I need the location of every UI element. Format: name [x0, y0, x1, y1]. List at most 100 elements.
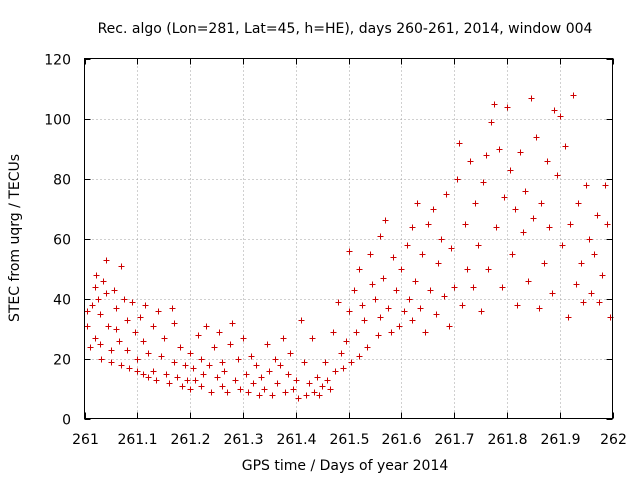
data-point: [478, 308, 485, 315]
data-point: [546, 224, 553, 231]
data-point: [443, 191, 450, 198]
data-point: [454, 176, 461, 183]
data-point: [253, 362, 260, 369]
data-point: [533, 134, 540, 141]
data-point: [269, 392, 276, 399]
axis-ticks: 261 261.1 261.2 261.3 261.4 261.5 261.6 261.7 26…: [44, 53, 627, 449]
data-point: [578, 260, 585, 267]
data-point: [573, 281, 580, 288]
data-point: [92, 284, 99, 291]
data-point: [322, 359, 329, 366]
data-point: [522, 188, 529, 195]
data-point: [504, 104, 511, 111]
data-point: [565, 314, 572, 321]
data-point: [105, 323, 112, 330]
data-point: [554, 172, 561, 179]
data-point: [470, 284, 477, 291]
data-point: [287, 350, 294, 357]
data-point: [298, 317, 305, 324]
data-point: [409, 317, 416, 324]
data-point: [414, 200, 421, 207]
x-tick-label: 261.4: [276, 432, 316, 448]
data-point: [480, 179, 487, 186]
data-point: [549, 290, 556, 297]
y-tick-label: 80: [53, 173, 71, 189]
data-point: [84, 323, 91, 330]
x-tick-label: 261.8: [487, 432, 527, 448]
data-point: [401, 308, 408, 315]
data-point: [419, 251, 426, 258]
data-point: [97, 341, 104, 348]
data-point: [166, 380, 173, 387]
data-point: [216, 329, 223, 336]
data-point: [237, 386, 244, 393]
data-point: [113, 305, 120, 312]
data-point: [346, 308, 353, 315]
grid: [84, 58, 613, 419]
data-point: [575, 200, 582, 207]
data-point: [567, 221, 574, 228]
data-point: [124, 347, 131, 354]
data-point: [536, 305, 543, 312]
data-point: [551, 107, 558, 114]
data-point: [103, 290, 110, 297]
data-point: [309, 335, 316, 342]
data-point: [417, 305, 424, 312]
y-tick-label: 40: [53, 293, 71, 309]
x-tick-label: 261.3: [223, 432, 263, 448]
x-axis-title: GPS time / Days of year 2014: [242, 458, 449, 474]
data-point: [332, 368, 339, 375]
data-point: [507, 167, 514, 174]
data-point: [382, 217, 389, 224]
data-point: [184, 377, 191, 384]
data-point: [557, 113, 564, 120]
data-point: [594, 212, 601, 219]
x-tick-label: 261.6: [381, 432, 421, 448]
data-point: [311, 389, 318, 396]
data-point: [227, 341, 234, 348]
y-tick-label: 0: [62, 413, 71, 429]
data-point: [599, 272, 606, 279]
data-points: [84, 92, 614, 402]
data-point: [235, 356, 242, 363]
data-point: [248, 353, 255, 360]
x-tick-label: 261.5: [329, 432, 369, 448]
data-point: [134, 356, 141, 363]
data-point: [491, 101, 498, 108]
data-point: [258, 374, 265, 381]
data-point: [293, 377, 300, 384]
data-point: [396, 323, 403, 330]
data-point: [240, 335, 247, 342]
data-point: [580, 299, 587, 306]
data-point: [306, 380, 313, 387]
data-point: [364, 344, 371, 351]
data-point: [219, 359, 226, 366]
data-point: [124, 317, 131, 324]
data-point: [427, 287, 434, 294]
data-point: [390, 254, 397, 261]
data-point: [256, 392, 263, 399]
data-point: [340, 365, 347, 372]
data-point: [221, 368, 228, 375]
data-point: [359, 302, 366, 309]
data-point: [145, 374, 152, 381]
data-point: [303, 392, 310, 399]
data-point: [171, 320, 178, 327]
data-point: [97, 311, 104, 318]
data-point: [430, 206, 437, 213]
data-point: [509, 251, 516, 258]
data-point: [113, 326, 120, 333]
data-point: [108, 347, 115, 354]
data-point: [441, 293, 448, 300]
data-point: [528, 95, 535, 102]
data-point: [435, 260, 442, 267]
y-tick-label: 60: [53, 233, 71, 249]
data-point: [272, 356, 279, 363]
data-point: [243, 371, 250, 378]
data-point: [116, 338, 123, 345]
data-point: [330, 329, 337, 336]
data-point: [87, 344, 94, 351]
data-point: [206, 362, 213, 369]
data-point: [591, 251, 598, 258]
data-point: [95, 296, 102, 303]
